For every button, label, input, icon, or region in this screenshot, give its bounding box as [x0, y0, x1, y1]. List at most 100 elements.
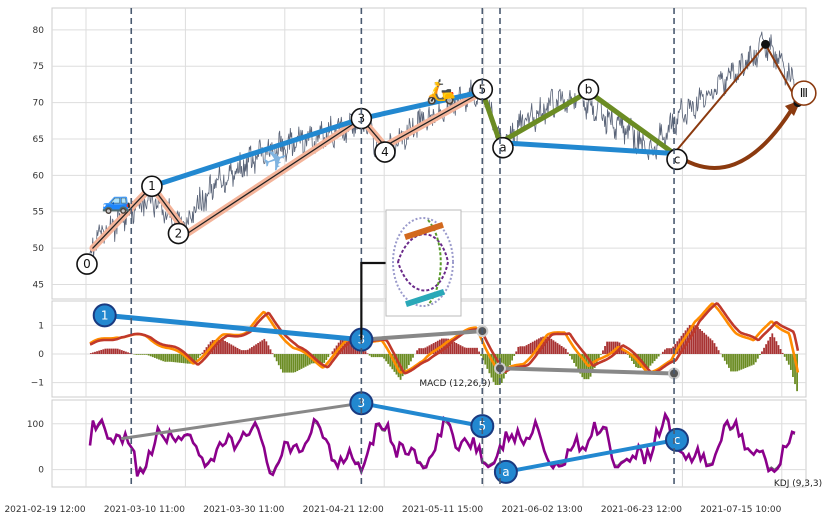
- y-tick-label: 0: [38, 350, 44, 360]
- inset-train-bottom: [405, 288, 445, 308]
- macd-histogram-bar: [238, 349, 241, 355]
- macd-histogram-bar: [560, 345, 563, 355]
- macd-histogram-bar: [98, 350, 101, 355]
- macd-histogram-bar: [600, 354, 602, 355]
- y-tick-label: 60: [33, 171, 45, 181]
- macd-histogram-bar: [234, 346, 237, 355]
- macd-histogram-bar: [651, 354, 654, 364]
- macd-histogram-bar: [428, 345, 431, 355]
- x-tick-label: 2021-07-15 10:00: [700, 505, 781, 515]
- macd-histogram-bar: [490, 354, 493, 378]
- macd-histogram-bar: [420, 348, 423, 355]
- macd-histogram-bar: [674, 343, 677, 355]
- macd-histogram-bar: [723, 354, 726, 361]
- macd-histogram-bar: [533, 340, 536, 355]
- macd-histogram-bar: [767, 340, 770, 355]
- macd-histogram-bar: [612, 341, 615, 355]
- kdj-marker-circle: [493, 459, 518, 484]
- inset-train-top: [404, 221, 444, 241]
- macd-histogram-bar: [306, 354, 309, 366]
- macd-histogram-bar: [255, 344, 257, 355]
- macd-histogram-bar: [511, 354, 514, 361]
- macd-histogram-bar: [389, 354, 392, 367]
- macd-histogram-bar: [569, 354, 571, 356]
- macd-histogram-bar: [201, 352, 204, 355]
- macd-histogram-bar: [552, 340, 555, 355]
- macd-histogram-bar: [480, 354, 483, 356]
- macd-histogram-bar: [94, 351, 96, 355]
- kdj-wave-segment: [503, 437, 679, 474]
- macd-histogram-bar: [694, 325, 697, 355]
- macd-histogram-bar: [535, 339, 538, 355]
- macd-histogram-bar: [432, 343, 435, 355]
- macd-histogram-bar: [257, 342, 260, 355]
- macd-histogram-bar: [575, 354, 578, 367]
- macd-histogram-bar: [523, 346, 526, 355]
- macd-histogram-bar: [331, 351, 334, 355]
- macd-histogram-bar: [476, 347, 478, 355]
- y-tick-label: 75: [33, 62, 44, 72]
- macd-histogram-bar: [430, 344, 433, 355]
- macd-histogram-bar: [707, 336, 710, 355]
- macd-wave-segment: [359, 329, 485, 342]
- macd-histogram-bar: [717, 350, 720, 355]
- macd-marker-1: 1: [101, 308, 109, 322]
- x-tick-label: 2021-04-21 12:00: [303, 505, 384, 515]
- macd-histogram-bar: [728, 354, 730, 368]
- macd-histogram-bar: [779, 349, 782, 355]
- macd-histogram-bar: [443, 338, 445, 355]
- macd-histogram-bar: [624, 351, 627, 355]
- macd-histogram-bar: [736, 354, 739, 372]
- macd-histogram-bar: [509, 354, 511, 365]
- macd-histogram-bar: [732, 354, 734, 372]
- panel-frame-kdj: [51, 399, 807, 488]
- y-tick-label: 1: [38, 321, 44, 331]
- x-tick-label: 2021-05-11 15:00: [402, 505, 483, 515]
- macd-histogram-bar: [168, 354, 171, 362]
- macd-histogram-bar: [372, 354, 375, 358]
- macd-histogram-bar: [664, 349, 666, 355]
- wave-label-2: 2: [175, 227, 183, 241]
- macd-histogram-bar: [484, 354, 487, 365]
- macd-histogram-bar: [457, 344, 460, 355]
- macd-histogram-bar: [604, 346, 606, 355]
- x-tick-label: 2021-03-10 11:00: [104, 505, 185, 515]
- macd-histogram-bar: [162, 354, 165, 362]
- macd-histogram-bar: [519, 346, 522, 355]
- wave-label-circle: [577, 78, 600, 101]
- macd-wave-segment: [102, 312, 364, 343]
- macd-histogram-bar: [544, 336, 547, 355]
- macd-histogram-bar: [488, 354, 491, 374]
- macd-histogram-bar: [469, 347, 472, 355]
- macd-histogram-bar: [434, 341, 437, 355]
- macd-histogram-bar: [653, 354, 656, 362]
- macd-histogram-bar: [548, 337, 551, 355]
- macd-histogram-bar: [670, 348, 673, 355]
- macd-wave-segment: [498, 366, 676, 376]
- macd-histogram-bar: [114, 348, 117, 355]
- macd-histogram-bar: [647, 354, 650, 368]
- macd-histogram-bar: [564, 348, 567, 355]
- macd-histogram-bar: [742, 354, 745, 369]
- wave-label-circle: [167, 222, 190, 245]
- x-tick-label: 2021-06-02 13:00: [501, 505, 582, 515]
- macd-histogram-bar: [486, 354, 489, 369]
- macd-histogram-bar: [606, 341, 608, 355]
- macd-histogram-bar: [787, 354, 790, 365]
- wave-abc-corrective: [479, 89, 677, 156]
- macd-histogram-bar: [424, 347, 427, 355]
- macd-histogram-bar: [286, 354, 288, 373]
- macd-histogram-bar: [96, 351, 98, 355]
- macd-histogram-bar: [527, 344, 530, 355]
- wave-label-Ⅲ: Ⅲ: [800, 86, 808, 100]
- macd-histogram-bar: [176, 354, 179, 363]
- macd-histogram-bar: [521, 346, 524, 355]
- macd-histogram-bar: [195, 354, 198, 361]
- macd-histogram-bar: [300, 354, 303, 369]
- macd-histogram-bar: [296, 354, 299, 372]
- macd-histogram-bar: [746, 354, 749, 368]
- macd-histogram-bar: [785, 354, 788, 361]
- macd-histogram-bar: [550, 338, 553, 355]
- macd-histogram-bar: [292, 354, 295, 373]
- macd-histogram-bar: [792, 354, 794, 378]
